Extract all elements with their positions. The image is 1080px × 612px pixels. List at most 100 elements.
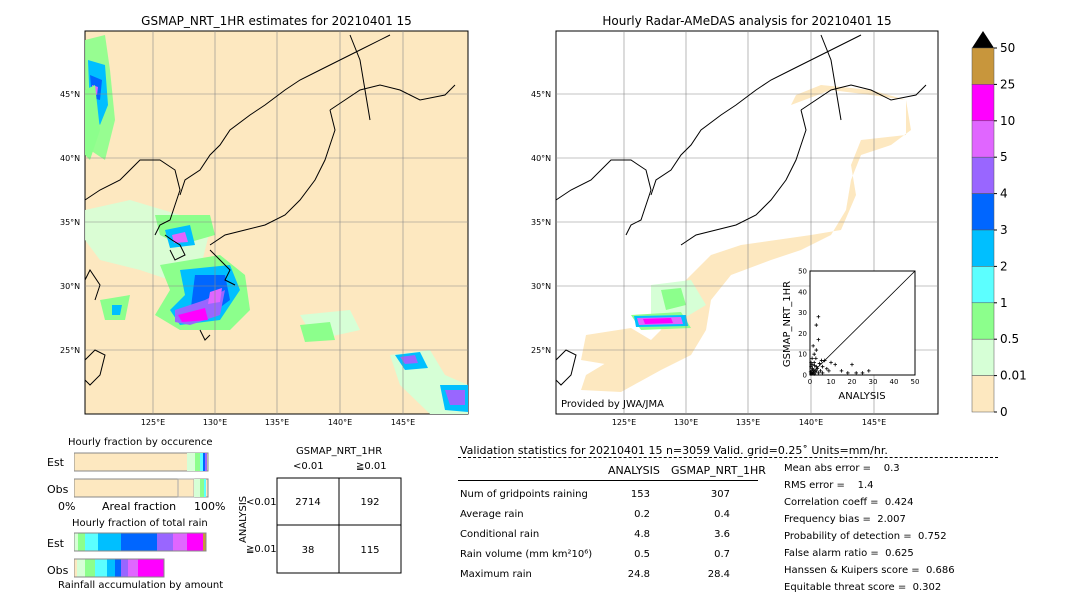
stat-label: Num of gridpoints raining	[460, 489, 588, 500]
scatter-inset: 00 10 10 20 20 30 30 40 40 50 50 ANALYSIS GSMAP_NR…	[782, 268, 920, 403]
lat-label: 30°N	[531, 282, 551, 291]
contingency-grid: 2714 192 38 115	[276, 477, 402, 574]
scatter-point	[812, 352, 816, 356]
scatter-point	[850, 362, 854, 367]
scatter-point	[811, 344, 815, 348]
scatter-point	[814, 323, 819, 327]
colorbar-segment	[971, 193, 995, 231]
stat-label: Rain volume (mm km²10⁶)	[460, 549, 593, 560]
stat-gsmap: 3.6	[714, 529, 730, 540]
occurrence-axis-mid: Areal fraction	[102, 500, 177, 513]
right-map-title: Hourly Radar-AMeDAS analysis for 2021040…	[602, 14, 892, 28]
scatter-xtick: 20	[848, 378, 857, 386]
scatter-point	[814, 356, 818, 361]
score-line: Correlation coeff = 0.424	[784, 497, 914, 508]
colorbar-segment	[971, 156, 995, 194]
lon-label: 145°E	[862, 418, 886, 427]
scatter-xtick: 10	[827, 378, 836, 386]
lon-label: 135°E	[265, 418, 289, 427]
colorbar-extend-triangle	[972, 31, 994, 48]
scatter-point	[815, 366, 820, 371]
stat-analysis: 24.8	[627, 569, 650, 580]
scatter-xtick: 50	[911, 378, 920, 386]
scatter-point	[812, 360, 816, 365]
colorbar-label: 50	[1000, 41, 1015, 55]
provided-by-label: Provided by JWA/JMA	[561, 399, 664, 410]
lon-label: 125°E	[141, 418, 165, 427]
scatter-point	[867, 369, 871, 373]
score-line: Probability of detection = 0.752	[784, 531, 947, 542]
left-map: 45°N 40°N 35°N 30°N 25°N 125°E 130°E 135…	[60, 30, 469, 427]
occurrence-bars	[74, 452, 209, 498]
scatter-points	[808, 314, 871, 376]
left-map-title: GSMAP_NRT_1HR estimates for 20210401 15	[141, 14, 412, 28]
scatter-ytick: 20	[798, 330, 807, 338]
stat-label: Maximum rain	[460, 569, 532, 580]
lon-label: 130°E	[203, 418, 227, 427]
lat-label: 45°N	[531, 90, 551, 99]
colorbar-segment	[971, 47, 995, 85]
scatter-point	[810, 356, 814, 361]
scatter-point	[809, 360, 813, 365]
stat-gsmap: 0.4	[714, 509, 730, 520]
scatter-ylabel: GSMAP_NRT_1HR	[782, 281, 793, 367]
lat-label: 25°N	[531, 346, 551, 355]
right-map: 45°N 40°N 35°N 30°N 25°N 125°E 130°E 135…	[531, 30, 939, 427]
scatter-point	[827, 369, 831, 373]
colorbar-segment	[971, 375, 995, 413]
contingency-row-label: ≧0.01	[246, 544, 277, 555]
rain-fraction-title: Hourly fraction of total rain	[72, 518, 208, 529]
colorbar-label: 5	[1000, 150, 1008, 164]
colorbar-segment	[971, 120, 995, 158]
left-lat-labels: 45°N 40°N 35°N 30°N 25°N	[60, 90, 80, 355]
lat-label: 40°N	[60, 154, 80, 163]
stat-gsmap: 307	[710, 489, 730, 500]
contingency-cell: 2714	[295, 497, 320, 508]
stat-gsmap: 28.4	[707, 569, 730, 580]
contingency-row-label: <0.01	[246, 497, 277, 508]
right-lat-labels: 45°N 40°N 35°N 30°N 25°N	[531, 90, 551, 355]
scatter-point	[811, 368, 816, 372]
scatter-ytick: 0	[803, 372, 807, 380]
lon-label: 135°E	[736, 418, 760, 427]
scatter-xtick: 30	[869, 378, 878, 386]
scatter-ytick: 40	[798, 288, 807, 296]
lon-label: 140°E	[328, 418, 352, 427]
validation-col-gsmap: GSMAP_NRT_1HR	[671, 464, 766, 477]
scatter-point	[820, 371, 825, 375]
scatter-point	[816, 337, 821, 342]
scatter-point	[829, 360, 833, 365]
colorbar-label: 4	[1000, 187, 1008, 201]
left-map-grid	[85, 31, 468, 414]
scatter-ytick: 30	[798, 309, 807, 317]
occurrence-axis-left: 0%	[58, 500, 76, 513]
lon-label: 130°E	[674, 418, 698, 427]
scatter-point	[812, 372, 816, 376]
right-coverage-area	[581, 85, 911, 392]
contingency-col-label: ≧0.01	[356, 461, 387, 472]
contingency-cell: 192	[360, 497, 379, 508]
colorbar-label: 0.5	[1000, 332, 1019, 346]
score-line: RMS error = 1.4	[784, 480, 874, 491]
stat-analysis: 153	[630, 489, 650, 500]
rain-row-est: Est	[47, 537, 64, 550]
scatter-point	[846, 371, 850, 375]
rain-row-obs: Obs	[47, 564, 69, 577]
score-line: False alarm ratio = 0.625	[784, 548, 914, 559]
rain-fraction-bars	[74, 532, 207, 578]
lon-label: 145°E	[391, 418, 415, 427]
occurrence-row-est: Est	[47, 456, 64, 469]
scatter-point	[820, 364, 825, 369]
lon-label: 125°E	[612, 418, 636, 427]
scatter-point	[854, 371, 858, 375]
colorbar-segment	[971, 229, 995, 267]
lat-label: 45°N	[60, 90, 80, 99]
left-coastlines	[84, 34, 456, 386]
colorbar-label: 25	[1000, 77, 1015, 91]
lat-label: 25°N	[60, 346, 80, 355]
colorbar-segment	[971, 266, 995, 304]
validation-col-analysis: ANALYSIS	[608, 464, 660, 477]
lat-label: 35°N	[60, 218, 80, 227]
contingency-cell: 115	[360, 545, 379, 556]
scatter-point	[809, 364, 813, 369]
